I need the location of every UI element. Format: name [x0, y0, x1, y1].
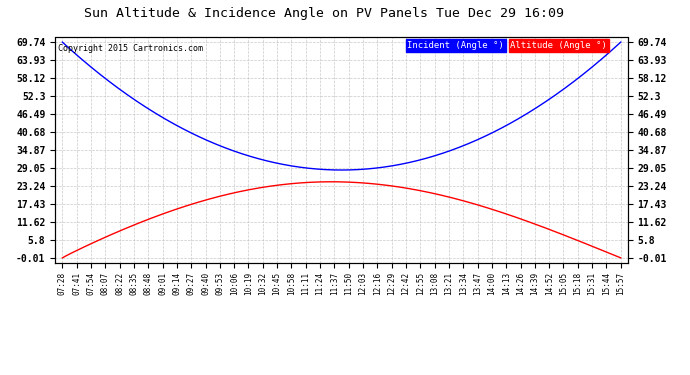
Text: Altitude (Angle °): Altitude (Angle °): [511, 41, 607, 50]
Text: Sun Altitude & Incidence Angle on PV Panels Tue Dec 29 16:09: Sun Altitude & Incidence Angle on PV Pan…: [84, 8, 564, 21]
Text: Copyright 2015 Cartronics.com: Copyright 2015 Cartronics.com: [58, 44, 203, 53]
Text: Incident (Angle °): Incident (Angle °): [407, 41, 504, 50]
